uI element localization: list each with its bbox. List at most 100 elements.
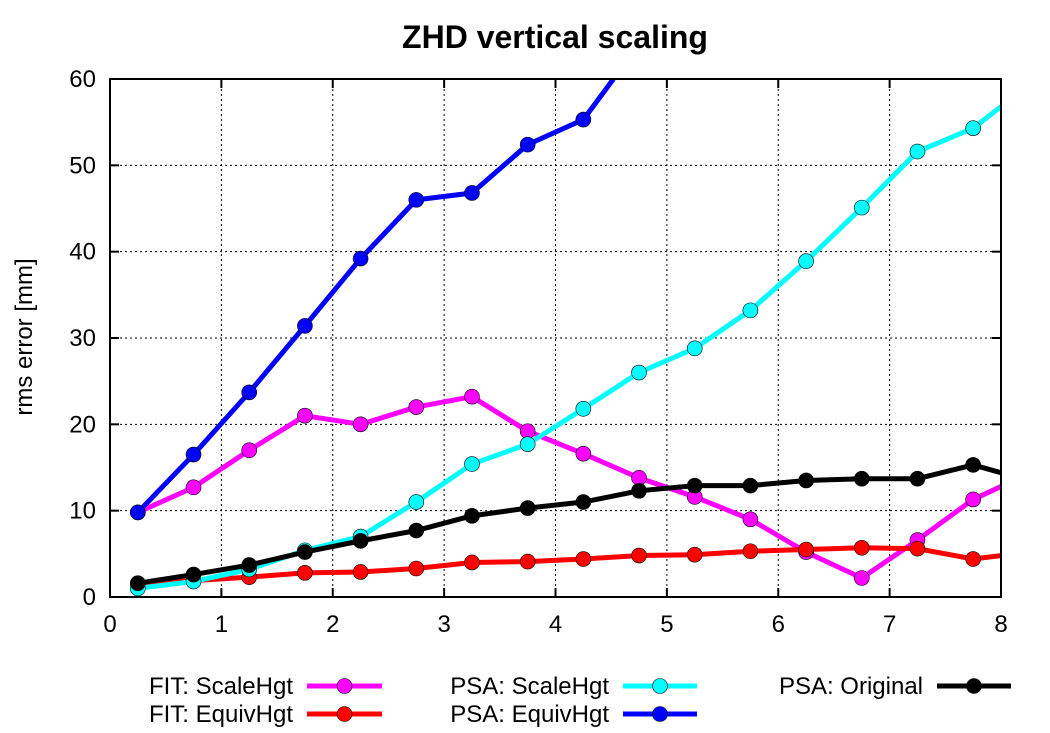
data-point — [241, 384, 258, 401]
legend-label: PSA: EquivHgt — [450, 701, 609, 728]
series-layer — [130, 79, 1001, 597]
data-point — [742, 302, 759, 319]
series-line — [136, 79, 616, 515]
data-point — [853, 570, 870, 586]
data-point — [519, 500, 536, 516]
data-point — [853, 199, 870, 216]
data-point — [464, 508, 480, 524]
x-tick-label: 6 — [772, 611, 785, 638]
legend-label: FIT: EquivHgt — [149, 701, 293, 728]
legend-swatch-marker — [652, 678, 668, 694]
series-group — [130, 104, 1001, 597]
y-tick-label: 0 — [83, 584, 96, 611]
data-point — [185, 566, 202, 583]
data-point — [909, 143, 926, 160]
y-axis-label: rms error [mm] — [11, 258, 38, 415]
data-point — [519, 436, 536, 452]
y-tick-label: 40 — [69, 239, 96, 266]
data-point — [352, 564, 369, 580]
data-point — [464, 456, 480, 472]
data-point — [575, 400, 592, 417]
data-point — [185, 446, 202, 463]
data-point — [798, 472, 814, 489]
data-point — [241, 557, 258, 573]
data-point — [575, 494, 592, 510]
series-group — [130, 79, 616, 521]
x-tick-label: 0 — [103, 611, 116, 638]
legend-label: PSA: Original — [779, 673, 923, 700]
y-tick-label: 10 — [69, 498, 96, 525]
data-point — [686, 546, 703, 563]
legend-label: PSA: ScaleHgt — [450, 673, 609, 700]
data-point — [909, 470, 926, 487]
data-point — [297, 407, 313, 424]
data-point — [575, 445, 592, 462]
data-point — [853, 470, 870, 487]
series-line — [137, 545, 1001, 587]
data-point — [519, 136, 536, 153]
y-tick-label: 30 — [69, 325, 96, 352]
legend-item: FIT: EquivHgt — [149, 701, 382, 728]
series-line — [137, 104, 1001, 591]
data-point — [631, 364, 647, 381]
data-point — [742, 511, 759, 528]
data-point — [742, 543, 759, 560]
data-point — [631, 483, 647, 499]
data-point — [798, 541, 814, 558]
data-point — [130, 504, 146, 521]
data-point — [408, 560, 425, 577]
data-point — [464, 388, 480, 405]
data-point — [575, 111, 592, 128]
data-point — [297, 565, 313, 581]
data-point — [575, 551, 592, 567]
data-point — [241, 442, 258, 459]
legend-item: PSA: ScaleHgt — [450, 673, 697, 700]
legend-swatch-marker — [336, 678, 353, 694]
y-tick-label: 20 — [69, 411, 96, 438]
data-point — [408, 192, 425, 208]
data-point — [798, 253, 814, 269]
data-point — [464, 185, 480, 201]
data-point — [686, 477, 703, 494]
x-tick-label: 3 — [437, 611, 450, 638]
data-point — [519, 553, 536, 570]
x-tick-label: 1 — [215, 611, 228, 638]
legend-item: FIT: ScaleHgt — [149, 673, 382, 700]
data-point — [297, 544, 313, 560]
data-point — [352, 250, 369, 267]
data-point — [853, 539, 870, 556]
x-tick-label: 8 — [994, 611, 1007, 638]
legend-swatch-marker — [652, 706, 668, 722]
data-point — [965, 457, 981, 473]
data-point — [686, 340, 703, 357]
data-point — [130, 575, 146, 591]
data-point — [352, 416, 369, 433]
data-point — [297, 318, 313, 334]
legend-swatch-marker — [966, 678, 982, 694]
grid — [110, 79, 1001, 597]
data-point — [965, 120, 981, 137]
data-point — [352, 533, 369, 549]
data-point — [408, 522, 425, 539]
y-tick-label: 60 — [69, 66, 96, 93]
data-point — [408, 494, 425, 510]
x-tick-label: 4 — [549, 611, 562, 638]
x-tick-label: 2 — [326, 611, 339, 638]
data-point — [631, 547, 647, 564]
x-tick-label: 5 — [660, 611, 673, 638]
data-point — [464, 554, 480, 571]
data-point — [965, 491, 981, 508]
legend-item: PSA: Original — [779, 673, 1011, 700]
data-point — [185, 479, 202, 496]
legend-label: FIT: ScaleHgt — [149, 673, 293, 700]
legend-item: PSA: EquivHgt — [450, 701, 697, 728]
chart-title: ZHD vertical scaling — [402, 19, 708, 55]
x-tick-label: 7 — [883, 611, 896, 638]
axis-ticks: 0 1 2 3 4 5 6 7 8 0 10 20 30 40 50 60 — [69, 66, 1007, 638]
series-group — [130, 457, 1001, 591]
legend-swatch-marker — [336, 706, 353, 722]
data-point — [408, 399, 425, 415]
data-point — [909, 540, 926, 557]
